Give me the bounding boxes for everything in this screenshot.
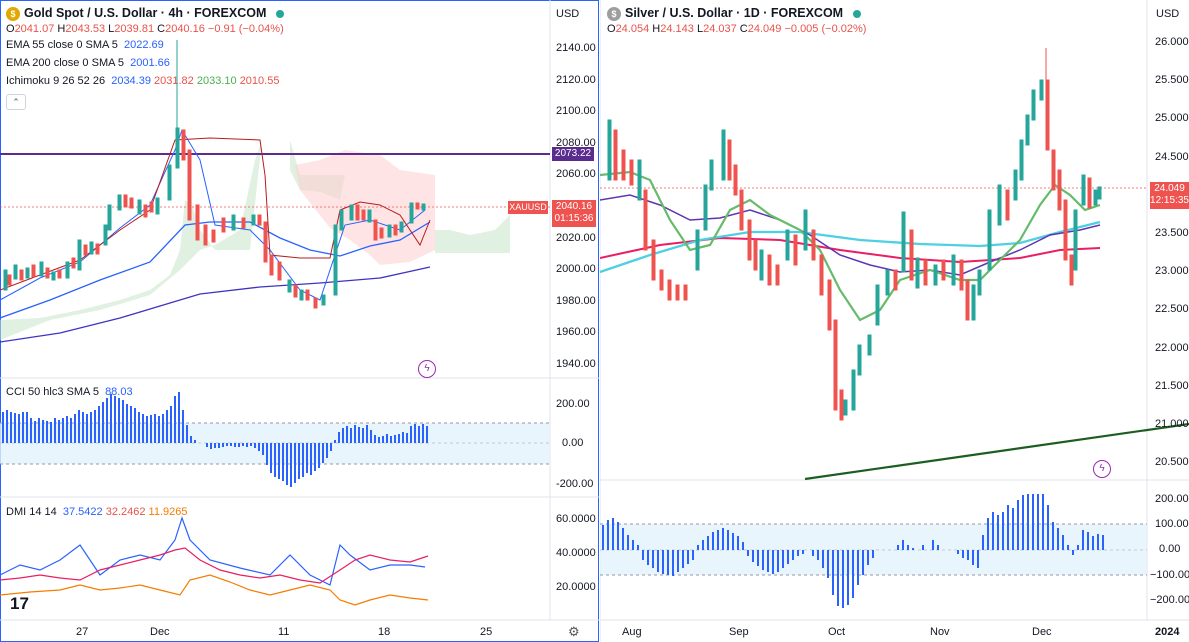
price-tick: 2080.00 xyxy=(556,136,596,149)
cci-tick: -200.00 xyxy=(556,478,594,490)
dmi-legend[interactable]: DMI 14 14 37.5422 32.2462 11.9265 xyxy=(6,506,188,518)
gold-chart-pane[interactable] xyxy=(0,0,600,642)
silver-last-price-tag: 24.049 12:15:35 xyxy=(1150,182,1189,209)
gold-coin-icon: $ xyxy=(6,6,20,21)
currency-label[interactable]: USD xyxy=(556,8,580,20)
silver-candles xyxy=(607,48,1102,421)
time-tick: Nov xyxy=(930,626,950,638)
ichimoku-base xyxy=(0,137,431,291)
ma-purple xyxy=(600,194,1101,276)
dmi-tick: 60.0000 xyxy=(556,513,596,525)
osc-histogram xyxy=(602,494,1104,608)
osc-tick: −200.00 xyxy=(1150,594,1189,606)
lightning-icon[interactable]: ϟ xyxy=(1093,460,1111,478)
ema200-line xyxy=(0,266,431,343)
last-price: 24.049 xyxy=(1154,183,1185,194)
ema55-legend[interactable]: EMA 55 close 0 SMA 5 2022.69 xyxy=(6,39,164,51)
cci-tick: 0.00 xyxy=(562,437,584,449)
ema55-line xyxy=(0,221,431,319)
price-tick: 1940.00 xyxy=(556,358,596,370)
price-tick: 25.000 xyxy=(1155,112,1189,125)
time-tick: 27 xyxy=(76,626,89,638)
ichimoku-cloud-green xyxy=(0,140,345,340)
last-price-tag: 2040.16 01:15:36 xyxy=(552,200,596,227)
osc-tick: −100.00 xyxy=(1150,569,1189,581)
price-tick: 2000.00 xyxy=(556,263,596,276)
market-open-dot-icon xyxy=(853,9,862,18)
trend-line[interactable] xyxy=(804,422,1189,481)
price-tick: 23.500 xyxy=(1155,227,1189,239)
time-tick: Dec xyxy=(1032,626,1052,638)
ichimoku-cloud-red xyxy=(295,150,435,265)
symbol-tag: XAUUSD xyxy=(508,201,548,214)
price-tick: 20.500 xyxy=(1155,456,1189,469)
collapse-icon[interactable]: ⌃ xyxy=(6,94,26,110)
price-tick: 2140.00 xyxy=(556,42,596,54)
silver-coin-icon: $ xyxy=(607,6,621,21)
price-tick: 1960.00 xyxy=(556,326,596,339)
osc-tick: 100.00 xyxy=(1155,518,1189,530)
ichimoku-cloud-green-2 xyxy=(435,215,510,253)
price-tick: 22.500 xyxy=(1155,303,1189,316)
gold-chart-title[interactable]: $ Gold Spot / U.S. Dollar · 4h · FOREXCOM xyxy=(6,6,285,21)
osc-tick: 0.00 xyxy=(1159,543,1181,555)
horizontal-line-price-tag: 2073.22 xyxy=(552,147,594,161)
ema200-legend[interactable]: EMA 200 close 0 SMA 5 2001.66 xyxy=(6,57,170,69)
price-tick: 1980.00 xyxy=(556,294,596,307)
price-tick: 2020.00 xyxy=(556,231,596,244)
time-tick: 2024 xyxy=(1155,626,1180,638)
dmi-minus-line xyxy=(0,547,429,584)
price-tick: 2120.00 xyxy=(556,73,596,86)
tradingview-logo-icon[interactable]: 17 xyxy=(10,594,29,613)
price-tick: 22.000 xyxy=(1155,341,1189,354)
adx-line xyxy=(0,574,429,606)
time-tick: 18 xyxy=(378,626,391,638)
ma-cyan xyxy=(600,220,1101,274)
price-tick: 21.500 xyxy=(1155,379,1189,392)
price-tick: 2060.00 xyxy=(556,168,596,181)
price-tick: 24.500 xyxy=(1155,150,1189,163)
ichimoku-legend[interactable]: Ichimoku 9 26 52 26 2034.39 2031.82 2033… xyxy=(6,75,280,87)
lightning-icon[interactable]: ϟ xyxy=(418,360,436,378)
silver-ohlc: O24.054 H24.143 L24.037 C24.049 −0.005 (… xyxy=(607,23,867,35)
time-tick: 11 xyxy=(278,626,290,638)
time-tick: Dec xyxy=(150,626,170,638)
gold-ohlc: O2041.07 H2043.53 L2039.81 C2040.16 −0.9… xyxy=(6,23,284,35)
silver-chart-title[interactable]: $ Silver / U.S. Dollar · 1D · FOREXCOM xyxy=(607,6,862,21)
osc-tick: 200.00 xyxy=(1155,493,1189,505)
time-tick: 25 xyxy=(480,626,493,638)
gold-candles xyxy=(3,40,426,309)
cci-tick: 200.00 xyxy=(556,398,590,410)
bar-countdown: 12:15:35 xyxy=(1150,195,1189,206)
price-tick: 25.500 xyxy=(1155,74,1189,87)
silver-chart-pane[interactable] xyxy=(600,0,1189,642)
cci-histogram xyxy=(2,392,428,487)
currency-label[interactable]: USD xyxy=(1156,8,1180,20)
market-open-dot-icon xyxy=(276,9,285,18)
dmi-plus-line xyxy=(0,516,426,586)
last-price: 2040.16 xyxy=(555,201,593,212)
price-tick: 23.000 xyxy=(1155,265,1189,278)
bar-countdown: 01:15:36 xyxy=(554,213,594,224)
dmi-tick: 40.0000 xyxy=(556,547,596,559)
ma-red xyxy=(600,236,1101,264)
time-tick: Aug xyxy=(622,626,642,638)
ma-green xyxy=(600,170,1101,322)
price-tick: 21.000 xyxy=(1155,418,1189,430)
cci-legend[interactable]: CCI 50 hlc3 SMA 5 88.03 xyxy=(6,386,133,398)
price-tick: 2100.00 xyxy=(556,105,596,118)
dmi-tick: 20.0000 xyxy=(556,581,596,593)
time-tick: Sep xyxy=(729,626,749,638)
price-tick: 26.000 xyxy=(1155,36,1189,48)
time-tick: Oct xyxy=(828,626,846,638)
settings-gear-icon[interactable]: ⚙ xyxy=(568,624,580,639)
